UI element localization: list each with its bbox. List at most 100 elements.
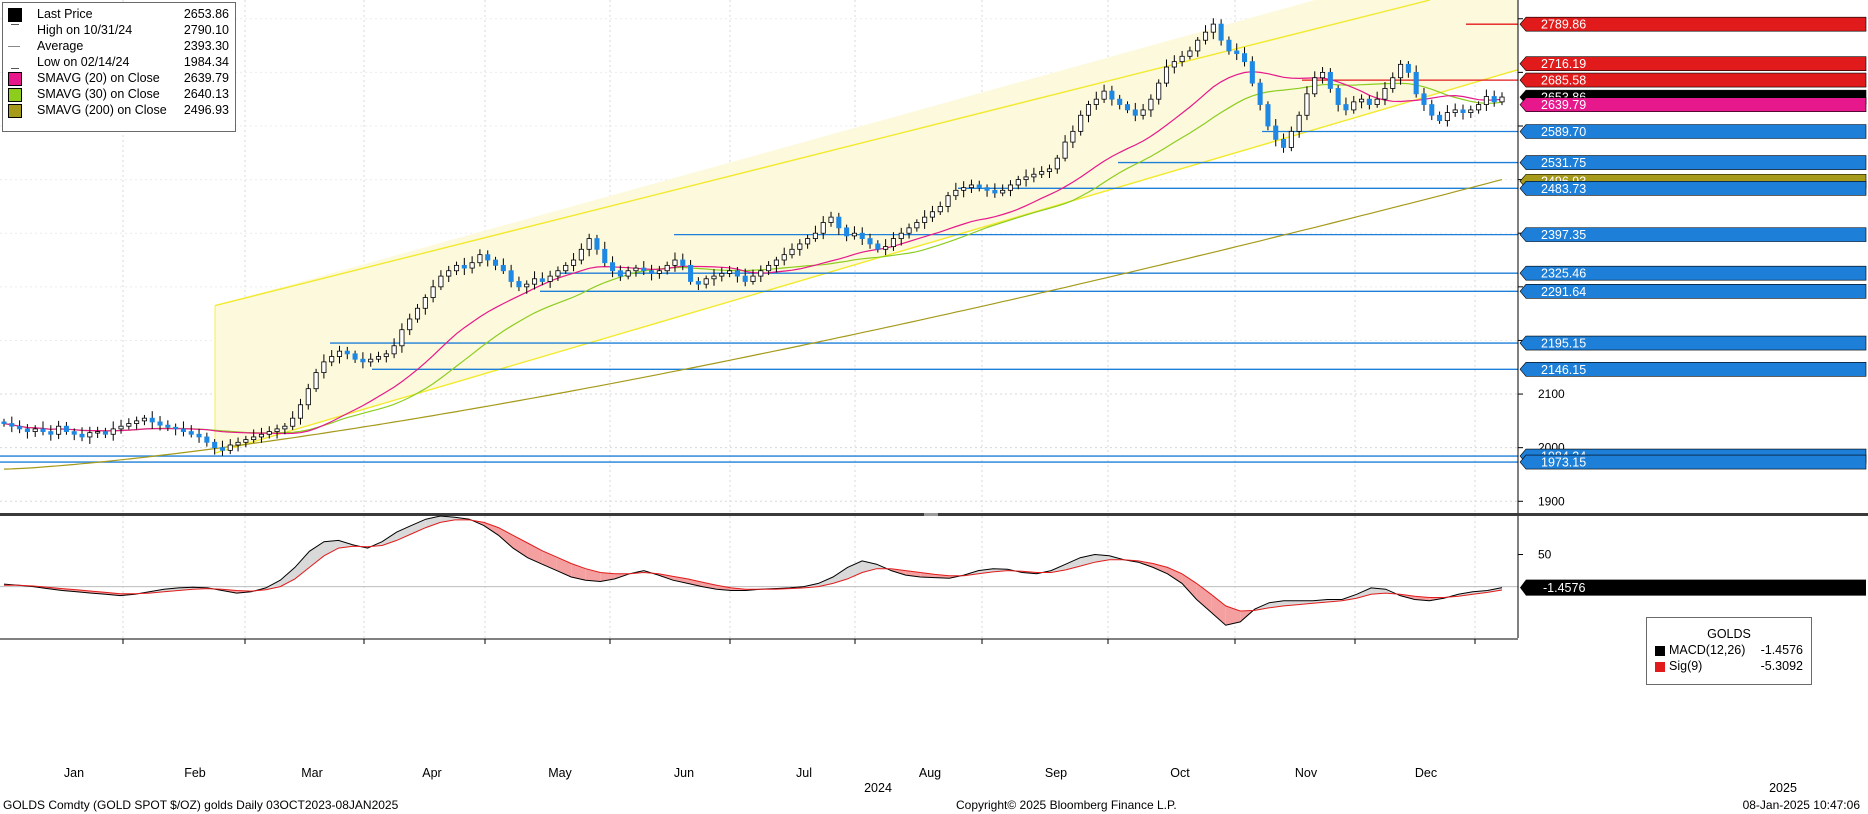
candle-body: [828, 216, 834, 223]
trend-channel-fill: [215, 0, 1518, 454]
candle-body: [898, 232, 904, 239]
legend-value: 2640.13: [183, 87, 229, 101]
legend-swatch: [8, 8, 22, 22]
candle-body: [875, 243, 881, 250]
legend-row: SMAVG (20) on Close 2639.79: [3, 71, 235, 87]
candle-body: [695, 281, 701, 285]
candle-body: [1460, 109, 1466, 113]
legend-row: SMAVG (30) on Close 2640.13: [3, 87, 235, 103]
candle-body: [375, 356, 382, 360]
candle-body: [578, 248, 584, 261]
macd-histogram-fill: [323, 540, 339, 556]
month-label: Jul: [796, 766, 812, 780]
macd-histogram-fill: [411, 519, 426, 534]
candle-body: [836, 216, 842, 229]
candle-body: [48, 431, 54, 435]
signal-label: Sig(9): [1669, 659, 1703, 673]
candle-body: [773, 259, 779, 266]
price-tag-label: 2291.64: [1541, 285, 1586, 299]
candle-body: [734, 270, 740, 277]
candle-body: [1148, 98, 1154, 111]
candle-body: [766, 264, 772, 272]
price-tag-label: 2639.79: [1541, 98, 1586, 112]
candle-body: [547, 275, 553, 282]
candle-body: [1218, 23, 1224, 41]
candle-body: [1281, 138, 1287, 148]
price-tag-resistance: 2716.19: [1519, 56, 1867, 71]
legend-label: SMAVG (200) on Close: [37, 103, 167, 117]
candle-body: [87, 432, 93, 438]
candle-body: [1312, 77, 1318, 95]
candle-body: [1062, 141, 1068, 159]
macd-histogram-fill: [1312, 599, 1328, 604]
year-label: 2025: [1769, 781, 1797, 795]
candle-body: [610, 262, 616, 272]
price-tag-shape: [1519, 265, 1867, 281]
candle-body: [1491, 96, 1497, 103]
candle-body: [196, 433, 202, 438]
candle-body: [1163, 66, 1170, 84]
price-tag-label: 2397.35: [1541, 228, 1586, 242]
candle-body: [1093, 98, 1099, 105]
candle-body: [63, 425, 69, 432]
candle-body: [1483, 96, 1489, 105]
price-tag-shape: [1519, 284, 1867, 299]
candle-body: [1132, 109, 1138, 116]
legend-row: Average 2393.30: [3, 39, 235, 55]
legend-value: 2639.79: [183, 71, 229, 85]
macd-swatch: [1655, 646, 1665, 656]
price-tag-label: 2789.86: [1541, 18, 1586, 32]
candle-body: [290, 417, 296, 427]
price-tag-label: 2325.46: [1541, 267, 1586, 281]
candle-body: [508, 270, 514, 282]
price-tag-shape: [1519, 56, 1867, 71]
price-tag-support: 2531.75: [1519, 155, 1867, 170]
candle-body: [516, 281, 522, 288]
legend-label: Low on 02/14/24: [37, 55, 130, 69]
candle-body: [555, 270, 561, 277]
candle-body: [1187, 50, 1193, 57]
month-label: Mar: [301, 766, 323, 780]
candle-body: [649, 270, 655, 274]
price-tag-label: 2146.15: [1541, 363, 1586, 377]
candle-body: [625, 270, 631, 277]
candle-body: [438, 275, 444, 288]
month-label: Apr: [422, 766, 441, 780]
candle-body: [812, 232, 818, 239]
candle-body: [1015, 179, 1021, 186]
candle-body: [1452, 109, 1458, 113]
legend-label: High on 10/31/24: [37, 23, 133, 37]
macd-histogram-fill: [309, 541, 324, 568]
footer-security: GOLDS Comdty (GOLD SPOT $/OZ) golds Dail…: [3, 798, 399, 812]
macd-histogram-fill: [1182, 573, 1197, 600]
price-tag-label: 2195.15: [1541, 337, 1586, 351]
macd-histogram-fill: [978, 568, 993, 574]
candle-body: [922, 216, 928, 223]
legend-swatch: [8, 88, 22, 102]
macd-histogram-fill: [1356, 587, 1372, 599]
candle-body: [9, 423, 15, 427]
candle-body: [789, 248, 795, 256]
candle-body: [1234, 50, 1240, 55]
candle-body: [953, 189, 959, 197]
legend-swatch: [8, 104, 22, 118]
legend-swatch: [8, 46, 20, 47]
price-tag-support: 2325.46: [1519, 265, 1867, 281]
candle-body: [968, 184, 974, 189]
price-tag-shape: [1519, 362, 1867, 377]
price-legend: Last Price 2653.86 High on 10/31/24 2790.10…: [2, 2, 236, 132]
price-tick-label: 2100: [1538, 387, 1565, 401]
candle-body: [820, 222, 826, 234]
candle-body: [1078, 114, 1084, 132]
candle-body: [118, 425, 124, 430]
price-tag-support: 1973.15: [1519, 454, 1867, 470]
candle-body: [1249, 61, 1255, 84]
candle-body: [17, 425, 23, 430]
month-label: Dec: [1415, 766, 1437, 780]
month-label: Jun: [674, 766, 694, 780]
macd-histogram-fill: [847, 560, 863, 579]
macd-histogram-fill: [1196, 583, 1212, 613]
candle-body: [126, 423, 132, 427]
macd-last-tag: [1520, 579, 1866, 596]
